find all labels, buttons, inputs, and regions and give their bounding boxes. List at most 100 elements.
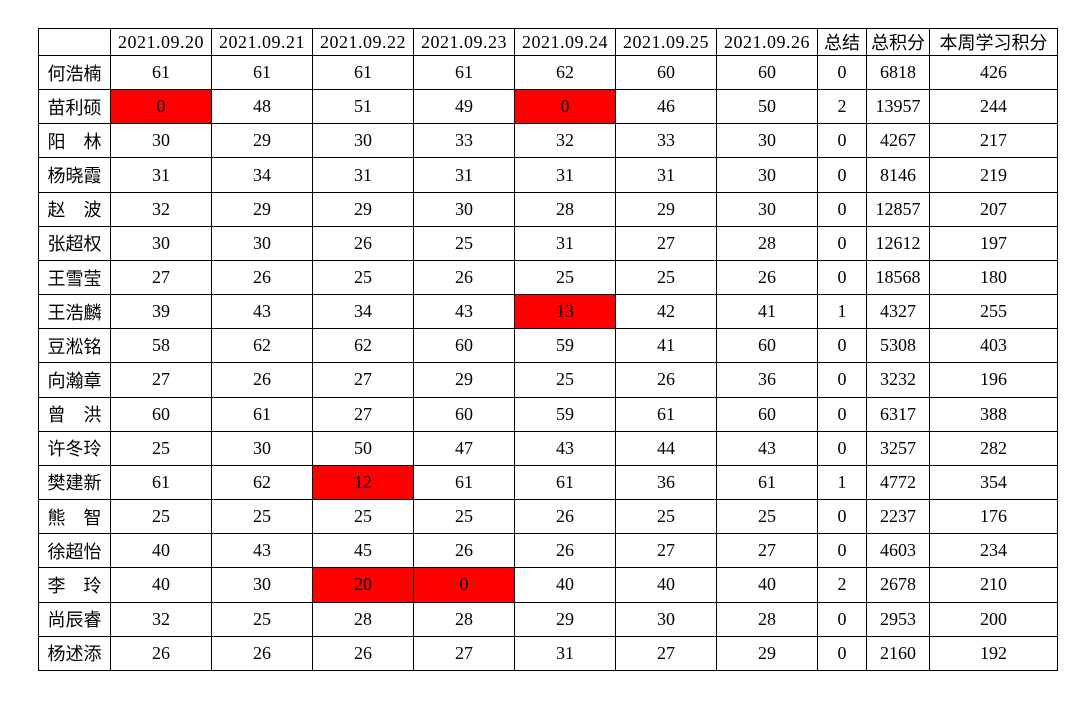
daily-points-cell[interactable]: 31 bbox=[514, 635, 616, 672]
total-points-cell[interactable]: 4267 bbox=[866, 123, 930, 159]
daily-points-cell[interactable]: 43 bbox=[514, 430, 616, 466]
week-points-cell[interactable]: 255 bbox=[929, 294, 1058, 330]
daily-points-cell[interactable]: 40 bbox=[110, 567, 212, 603]
daily-points-cell[interactable]: 25 bbox=[615, 499, 717, 535]
daily-points-cell[interactable]: 43 bbox=[211, 294, 313, 330]
daily-points-cell[interactable]: 58 bbox=[110, 328, 212, 364]
total-points-cell[interactable]: 5308 bbox=[866, 328, 930, 364]
summary-cell[interactable]: 0 bbox=[817, 533, 867, 569]
daily-points-cell[interactable]: 61 bbox=[615, 396, 717, 432]
week-points-cell[interactable]: 282 bbox=[929, 430, 1058, 466]
daily-points-cell[interactable]: 25 bbox=[110, 499, 212, 535]
total-points-cell[interactable]: 4603 bbox=[866, 533, 930, 569]
daily-points-cell[interactable]: 30 bbox=[716, 157, 818, 193]
daily-points-cell[interactable]: 30 bbox=[110, 225, 212, 261]
daily-points-cell[interactable]: 25 bbox=[413, 225, 515, 261]
week-points-cell[interactable]: 200 bbox=[929, 601, 1058, 637]
daily-points-cell[interactable]: 51 bbox=[312, 89, 414, 125]
daily-points-cell[interactable]: 40 bbox=[110, 533, 212, 569]
daily-points-cell[interactable]: 43 bbox=[211, 533, 313, 569]
daily-points-cell[interactable]: 27 bbox=[110, 362, 212, 398]
total-points-cell[interactable]: 3257 bbox=[866, 430, 930, 466]
week-points-cell[interactable]: 244 bbox=[929, 89, 1058, 125]
daily-points-cell[interactable]: 33 bbox=[615, 123, 717, 159]
daily-points-cell[interactable]: 29 bbox=[211, 191, 313, 227]
week-points-cell[interactable]: 192 bbox=[929, 635, 1058, 672]
daily-points-cell[interactable]: 47 bbox=[413, 430, 515, 466]
week-points-cell[interactable]: 388 bbox=[929, 396, 1058, 432]
summary-cell[interactable]: 0 bbox=[817, 601, 867, 637]
daily-points-cell[interactable]: 29 bbox=[413, 362, 515, 398]
total-points-cell[interactable]: 13957 bbox=[866, 89, 930, 125]
week-points-cell[interactable]: 176 bbox=[929, 499, 1058, 535]
daily-points-cell[interactable]: 30 bbox=[615, 601, 717, 637]
daily-points-cell[interactable]: 26 bbox=[514, 499, 616, 535]
week-points-cell[interactable]: 196 bbox=[929, 362, 1058, 398]
date-header-6[interactable]: 2021.09.26 bbox=[716, 28, 818, 56]
daily-points-cell[interactable]: 60 bbox=[716, 328, 818, 364]
daily-points-cell[interactable]: 31 bbox=[413, 157, 515, 193]
week-points-cell[interactable]: 210 bbox=[929, 567, 1058, 603]
daily-points-cell[interactable]: 31 bbox=[514, 225, 616, 261]
daily-points-cell[interactable]: 34 bbox=[211, 157, 313, 193]
total-points-cell[interactable]: 6818 bbox=[866, 54, 930, 91]
daily-points-cell[interactable]: 60 bbox=[615, 54, 717, 91]
week-points-header[interactable]: 本周学习积分 bbox=[929, 28, 1058, 56]
daily-points-cell[interactable]: 43 bbox=[716, 430, 818, 466]
daily-points-cell[interactable]: 12 bbox=[312, 464, 414, 501]
daily-points-cell[interactable]: 61 bbox=[716, 464, 818, 501]
daily-points-cell[interactable]: 61 bbox=[514, 464, 616, 501]
daily-points-cell[interactable]: 26 bbox=[413, 533, 515, 569]
daily-points-cell[interactable]: 60 bbox=[413, 328, 515, 364]
daily-points-cell[interactable]: 48 bbox=[211, 89, 313, 125]
daily-points-cell[interactable]: 25 bbox=[110, 430, 212, 466]
week-points-cell[interactable]: 180 bbox=[929, 259, 1058, 296]
date-header-3[interactable]: 2021.09.23 bbox=[413, 28, 515, 56]
daily-points-cell[interactable]: 26 bbox=[312, 225, 414, 261]
total-points-cell[interactable]: 4327 bbox=[866, 294, 930, 330]
total-points-cell[interactable]: 4772 bbox=[866, 464, 930, 501]
summary-cell[interactable]: 0 bbox=[817, 259, 867, 296]
daily-points-cell[interactable]: 41 bbox=[615, 328, 717, 364]
daily-points-cell[interactable]: 25 bbox=[312, 499, 414, 535]
summary-cell[interactable]: 1 bbox=[817, 464, 867, 501]
daily-points-cell[interactable]: 62 bbox=[514, 54, 616, 91]
student-name[interactable]: 樊建新 bbox=[38, 464, 111, 501]
week-points-cell[interactable]: 219 bbox=[929, 157, 1058, 193]
daily-points-cell[interactable]: 25 bbox=[514, 362, 616, 398]
student-name[interactable]: 向瀚章 bbox=[38, 362, 111, 398]
daily-points-cell[interactable]: 60 bbox=[716, 54, 818, 91]
daily-points-cell[interactable]: 30 bbox=[312, 123, 414, 159]
summary-cell[interactable]: 0 bbox=[817, 635, 867, 672]
daily-points-cell[interactable]: 50 bbox=[716, 89, 818, 125]
daily-points-cell[interactable]: 26 bbox=[514, 533, 616, 569]
daily-points-cell[interactable]: 25 bbox=[211, 499, 313, 535]
daily-points-cell[interactable]: 60 bbox=[413, 396, 515, 432]
student-name[interactable]: 尚辰睿 bbox=[38, 601, 111, 637]
daily-points-cell[interactable]: 32 bbox=[110, 191, 212, 227]
week-points-cell[interactable]: 403 bbox=[929, 328, 1058, 364]
daily-points-cell[interactable]: 30 bbox=[110, 123, 212, 159]
daily-points-cell[interactable]: 45 bbox=[312, 533, 414, 569]
daily-points-cell[interactable]: 30 bbox=[413, 191, 515, 227]
daily-points-cell[interactable]: 26 bbox=[211, 362, 313, 398]
daily-points-cell[interactable]: 49 bbox=[413, 89, 515, 125]
summary-cell[interactable]: 0 bbox=[817, 157, 867, 193]
daily-points-cell[interactable]: 27 bbox=[615, 225, 717, 261]
student-name[interactable]: 阳 林 bbox=[38, 123, 111, 159]
daily-points-cell[interactable]: 29 bbox=[615, 191, 717, 227]
daily-points-cell[interactable]: 62 bbox=[211, 328, 313, 364]
daily-points-cell[interactable]: 32 bbox=[514, 123, 616, 159]
student-name[interactable]: 王雪莹 bbox=[38, 259, 111, 296]
student-name[interactable]: 豆淞铭 bbox=[38, 328, 111, 364]
daily-points-cell[interactable]: 0 bbox=[413, 567, 515, 603]
total-points-header[interactable]: 总积分 bbox=[866, 28, 930, 56]
daily-points-cell[interactable]: 50 bbox=[312, 430, 414, 466]
daily-points-cell[interactable]: 27 bbox=[716, 533, 818, 569]
daily-points-cell[interactable]: 26 bbox=[211, 259, 313, 296]
daily-points-cell[interactable]: 29 bbox=[312, 191, 414, 227]
daily-points-cell[interactable]: 26 bbox=[716, 259, 818, 296]
daily-points-cell[interactable]: 28 bbox=[312, 601, 414, 637]
student-name[interactable]: 曾 洪 bbox=[38, 396, 111, 432]
daily-points-cell[interactable]: 62 bbox=[211, 464, 313, 501]
